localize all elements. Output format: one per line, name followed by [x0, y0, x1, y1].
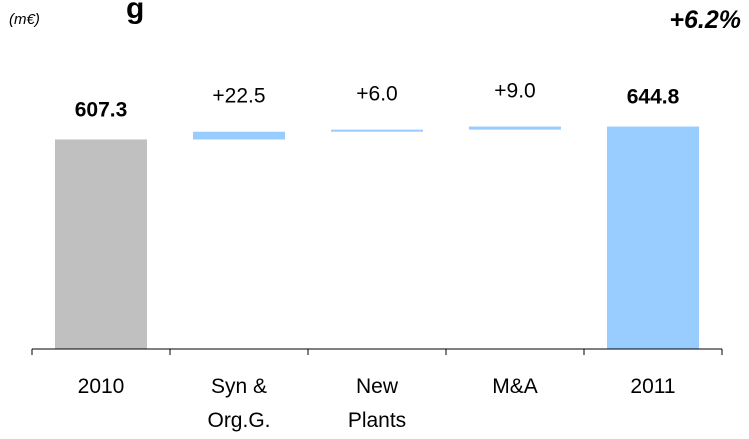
bar-4 — [469, 126, 561, 130]
data-label-1: 607.3 — [75, 98, 128, 121]
data-label-2: +22.5 — [212, 85, 265, 108]
bar-2 — [193, 131, 285, 140]
bar-3 — [331, 129, 423, 132]
category-label-3: Plants — [348, 409, 406, 432]
bar-5 — [607, 126, 699, 349]
category-label-1: 2010 — [78, 375, 125, 398]
category-labels-group: 2010 Syn & Org.G. New Plants M&A 2011 — [78, 375, 676, 432]
unit-label: (m€) — [9, 11, 40, 28]
data-label-3: +6.0 — [356, 83, 397, 106]
category-label-2: Syn & — [211, 375, 267, 398]
bar-1 — [55, 139, 147, 349]
bars-group — [55, 126, 699, 349]
title-fragment: g — [126, 0, 144, 25]
category-label-3: New — [356, 375, 399, 398]
growth-label: +6.2% — [669, 6, 741, 34]
category-label-5: 2011 — [630, 375, 675, 398]
category-label-2: Org.G. — [207, 409, 270, 432]
data-label-4: +9.0 — [494, 80, 535, 103]
category-label-4: M&A — [492, 375, 538, 398]
data-label-5: 644.8 — [627, 86, 680, 109]
data-labels-group: 607.3 +22.5 +6.0 +9.0 644.8 — [75, 80, 680, 122]
x-axis — [31, 348, 723, 355]
